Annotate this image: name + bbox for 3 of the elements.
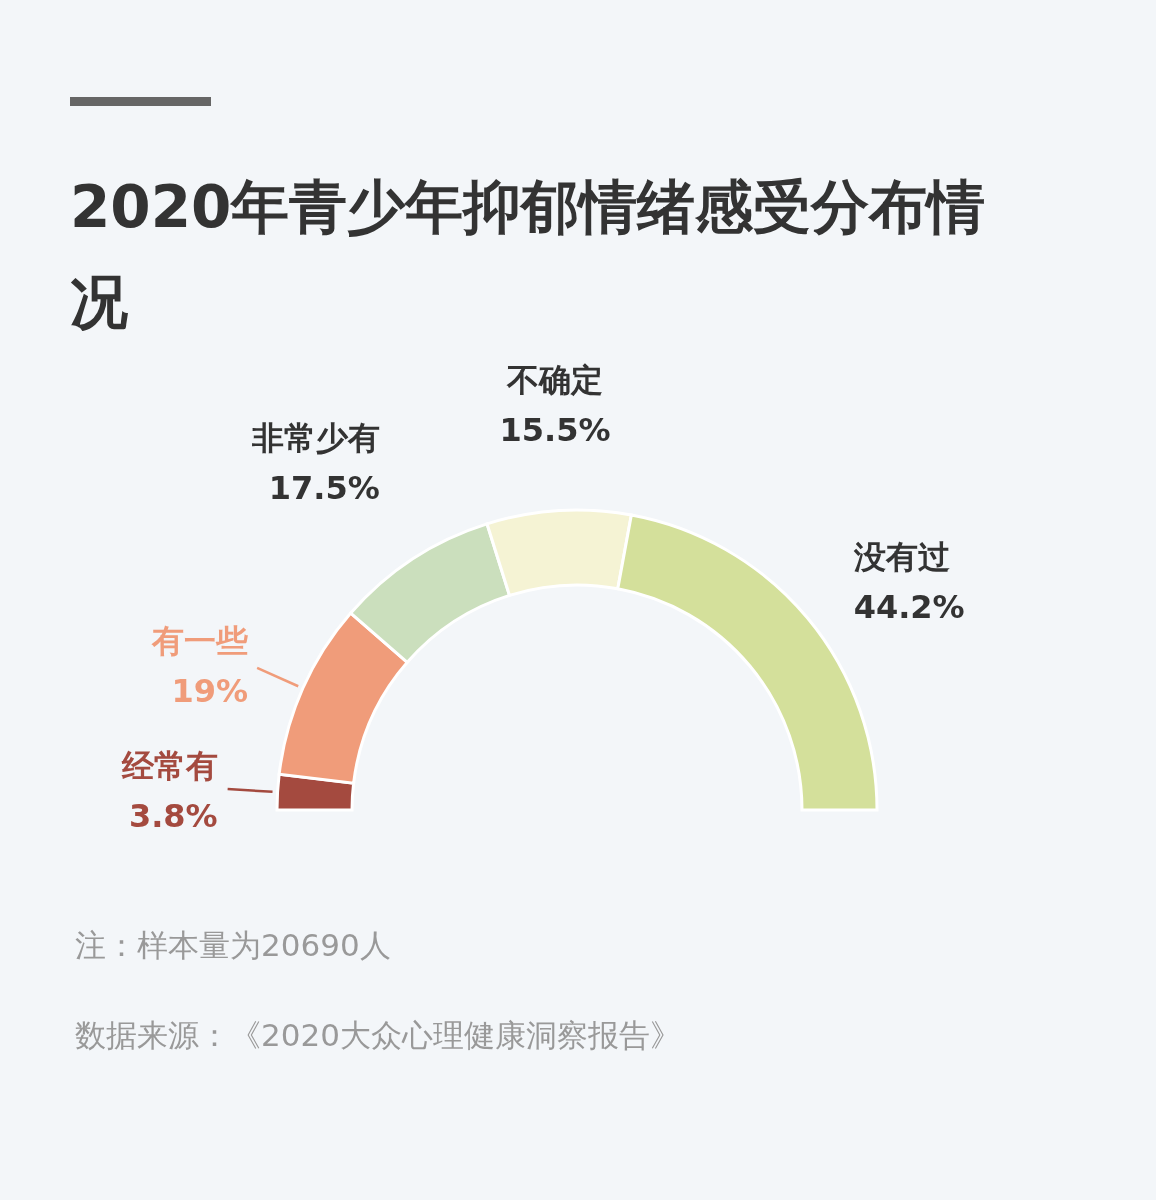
text: 注：样本量为20690人: [75, 926, 392, 965]
source-note: 数据来源：《2020大众心理健康洞察报告》: [75, 1016, 682, 1055]
chart-title: 2020年青少年抑郁情绪感受分布情况: [70, 172, 987, 338]
